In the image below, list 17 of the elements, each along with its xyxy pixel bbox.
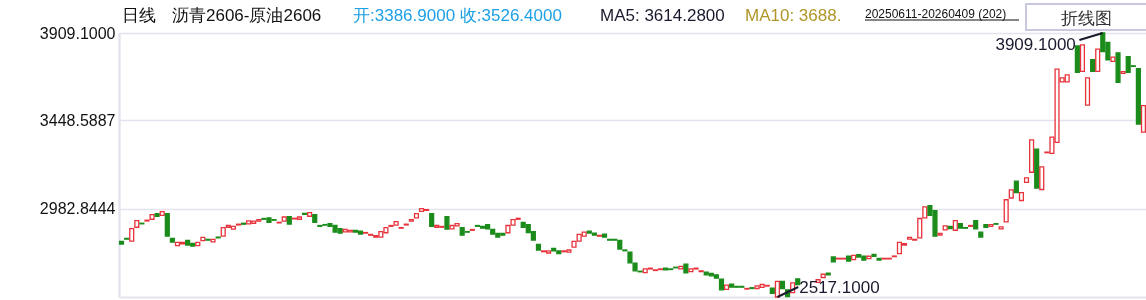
candlestick	[993, 222, 999, 225]
y-tick-label: 2982.8444	[39, 200, 116, 218]
text: MA5: 3614.2800	[600, 6, 725, 25]
text: 20250611-20260409 (202)	[865, 7, 1007, 21]
candlestick	[962, 226, 969, 229]
text: 开:3386.9000 收:3526.4000	[353, 6, 562, 25]
y-tick-label: 3909.1000	[39, 24, 116, 42]
candlestick	[363, 231, 369, 234]
chart-subtitle: 日线	[122, 6, 156, 25]
candlestick	[398, 226, 404, 229]
text: 折线图	[1060, 9, 1112, 28]
text: MA10: 3688.	[745, 6, 842, 25]
annotation: 2517.1000	[799, 278, 880, 297]
chart-title: 沥青2606-原油2606	[172, 6, 322, 25]
annotation: 3909.1000	[995, 35, 1076, 54]
candlestick	[464, 230, 470, 233]
y-tick-label: 3448.5887	[39, 111, 116, 129]
